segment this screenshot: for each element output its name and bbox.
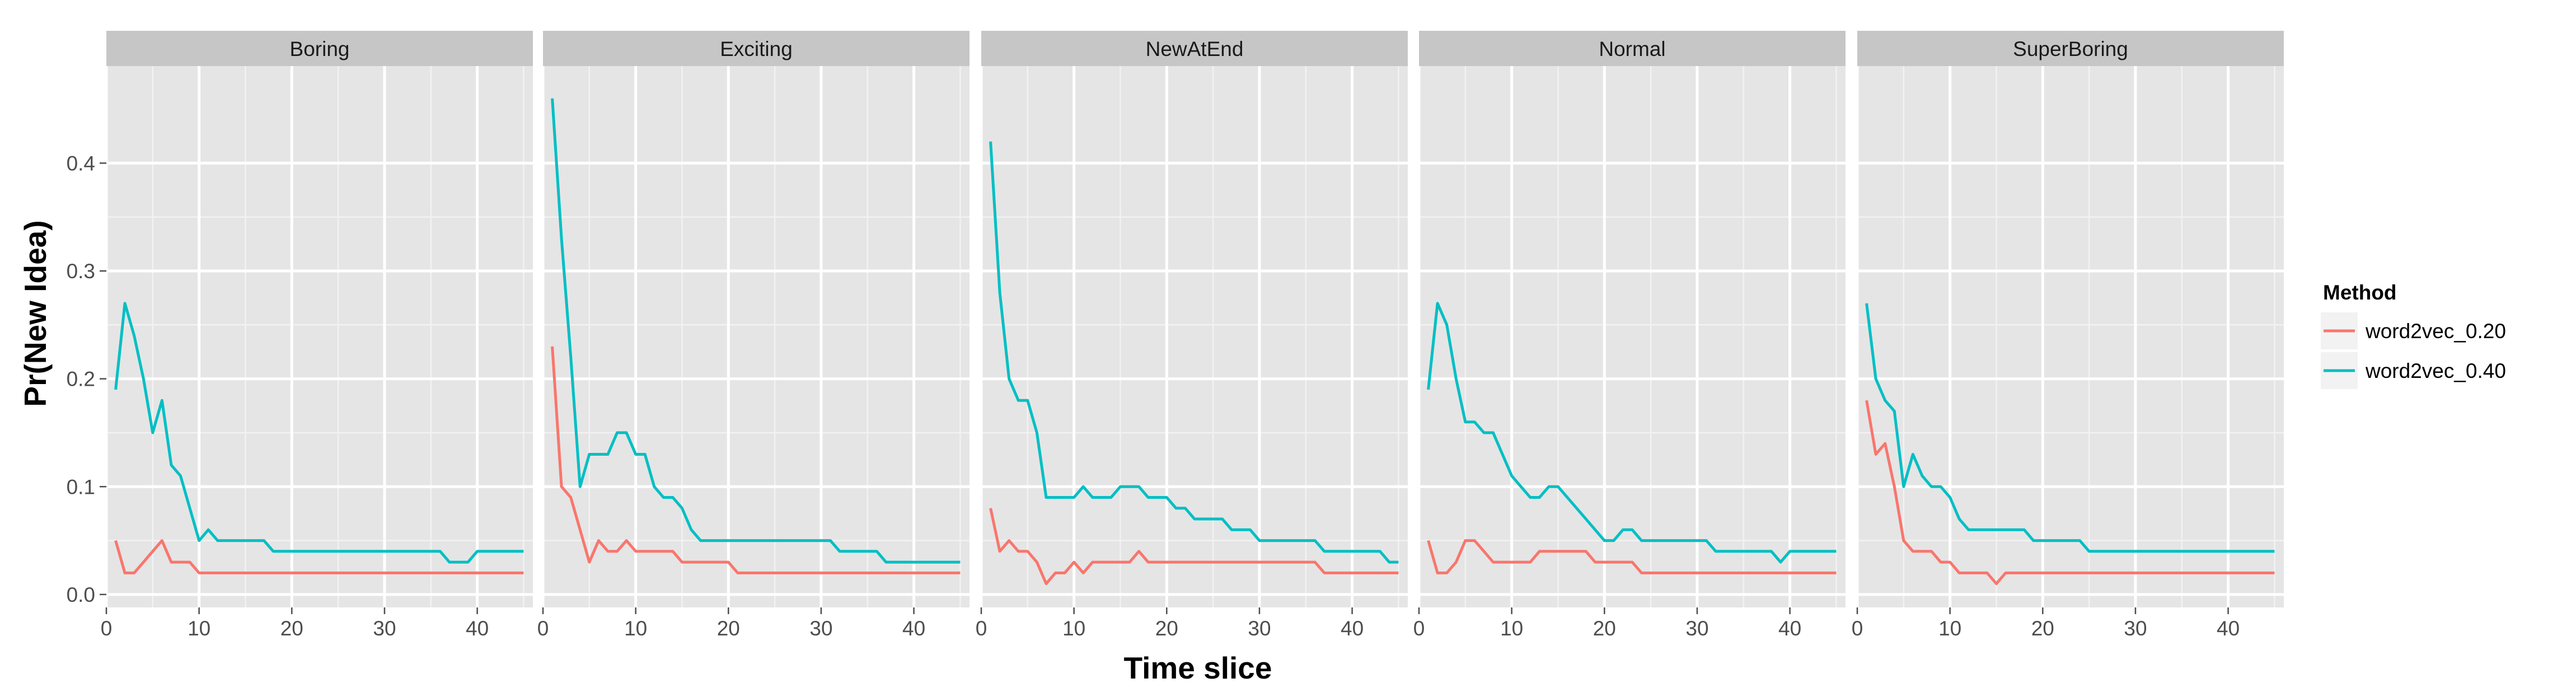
- x-tick-label: 10: [624, 617, 647, 640]
- x-tick-label: 10: [188, 617, 210, 640]
- facet-title: Boring: [290, 38, 350, 60]
- series-line-word2vec_0.40: [989, 141, 1399, 564]
- y-tick-label: 0.1: [67, 475, 95, 498]
- facet-panel-3: NewAtEnd: [980, 31, 1408, 607]
- facet-panel-1: Boring: [105, 31, 533, 607]
- x-tick-label: 30: [373, 617, 396, 640]
- legend-label-1: word2vec_0.20: [2365, 320, 2506, 343]
- facet-strip: [981, 31, 1408, 66]
- x-tick-label: 20: [2031, 617, 2054, 640]
- facet-title: Exciting: [720, 38, 793, 60]
- y-tick-label: 0.2: [67, 368, 95, 391]
- panel-background: [1857, 66, 2284, 607]
- facet-strip: [106, 31, 533, 66]
- legend: Method word2vec_0.20 word2vec_0.40: [2320, 281, 2506, 390]
- series-line-word2vec_0.20: [114, 539, 524, 574]
- panel-background: [1419, 66, 1846, 607]
- y-tick-label: 0.4: [67, 152, 95, 175]
- x-tick-label: 30: [809, 617, 832, 640]
- x-tick-label: 0: [1413, 617, 1425, 640]
- facet-strip: [1419, 31, 1846, 66]
- x-tick-label: 40: [2217, 617, 2240, 640]
- legend-title: Method: [2323, 281, 2397, 304]
- series-line-word2vec_0.40: [551, 98, 961, 564]
- y-axis-title: Pr(New Idea): [18, 220, 53, 406]
- x-tick-label: 40: [902, 617, 925, 640]
- x-tick-label: 20: [1155, 617, 1178, 640]
- panel-background: [106, 66, 533, 607]
- facet-title: NewAtEnd: [1146, 38, 1244, 60]
- x-tick-label: 40: [1341, 617, 1364, 640]
- facet-strip: [1857, 31, 2284, 66]
- axes-layer: 0 10 20 30 40 0 10 20 30 40 0 10 20 30 40 0 10 20 30 40 0 10 2…: [67, 152, 2240, 640]
- x-tick-label: 30: [1685, 617, 1708, 640]
- x-tick-label: 0: [537, 617, 549, 640]
- panels-layer: Boring Exciting NewAtEnd Normal SuperBoring: [105, 31, 2284, 607]
- x-tick-label: 0: [101, 617, 113, 640]
- x-tick-label: 10: [1500, 617, 1523, 640]
- facet-panel-5: SuperBoring: [1856, 31, 2284, 607]
- x-tick-label: 30: [2124, 617, 2147, 640]
- facet-title: SuperBoring: [2013, 38, 2128, 60]
- x-tick-label: 30: [1248, 617, 1271, 640]
- series-line-word2vec_0.40: [114, 302, 524, 564]
- facet-strip: [543, 31, 969, 66]
- x-tick-label: 40: [466, 617, 489, 640]
- legend-label-2: word2vec_0.40: [2365, 359, 2506, 382]
- x-tick-label: 20: [717, 617, 740, 640]
- x-tick-label: 20: [280, 617, 303, 640]
- x-tick-label: 0: [1852, 617, 1863, 640]
- facet-title: Normal: [1599, 38, 1665, 60]
- x-tick-label: 0: [976, 617, 987, 640]
- legend-entry-2: word2vec_0.40: [2320, 351, 2506, 390]
- x-tick-label: 10: [1938, 617, 1961, 640]
- facet-panel-4: Normal: [1417, 31, 1846, 607]
- panel-background: [543, 66, 969, 607]
- x-tick-label: 40: [1778, 617, 1801, 640]
- series-line-word2vec_0.20: [1865, 400, 2275, 586]
- series-line-word2vec_0.20: [1427, 539, 1837, 574]
- legend-entry-1: word2vec_0.20: [2320, 311, 2506, 350]
- y-tick-label: 0.0: [67, 583, 95, 606]
- x-axis-title: Time slice: [1124, 651, 1272, 685]
- x-tick-label: 20: [1593, 617, 1616, 640]
- facet-panel-2: Exciting: [541, 31, 969, 607]
- series-line-word2vec_0.20: [551, 346, 961, 574]
- series-line-word2vec_0.40: [1865, 303, 2275, 553]
- y-tick-label: 0.3: [67, 260, 95, 283]
- panel-background: [981, 66, 1408, 607]
- series-line-word2vec_0.40: [1427, 302, 1837, 564]
- x-tick-label: 10: [1062, 617, 1085, 640]
- series-line-word2vec_0.20: [989, 508, 1399, 586]
